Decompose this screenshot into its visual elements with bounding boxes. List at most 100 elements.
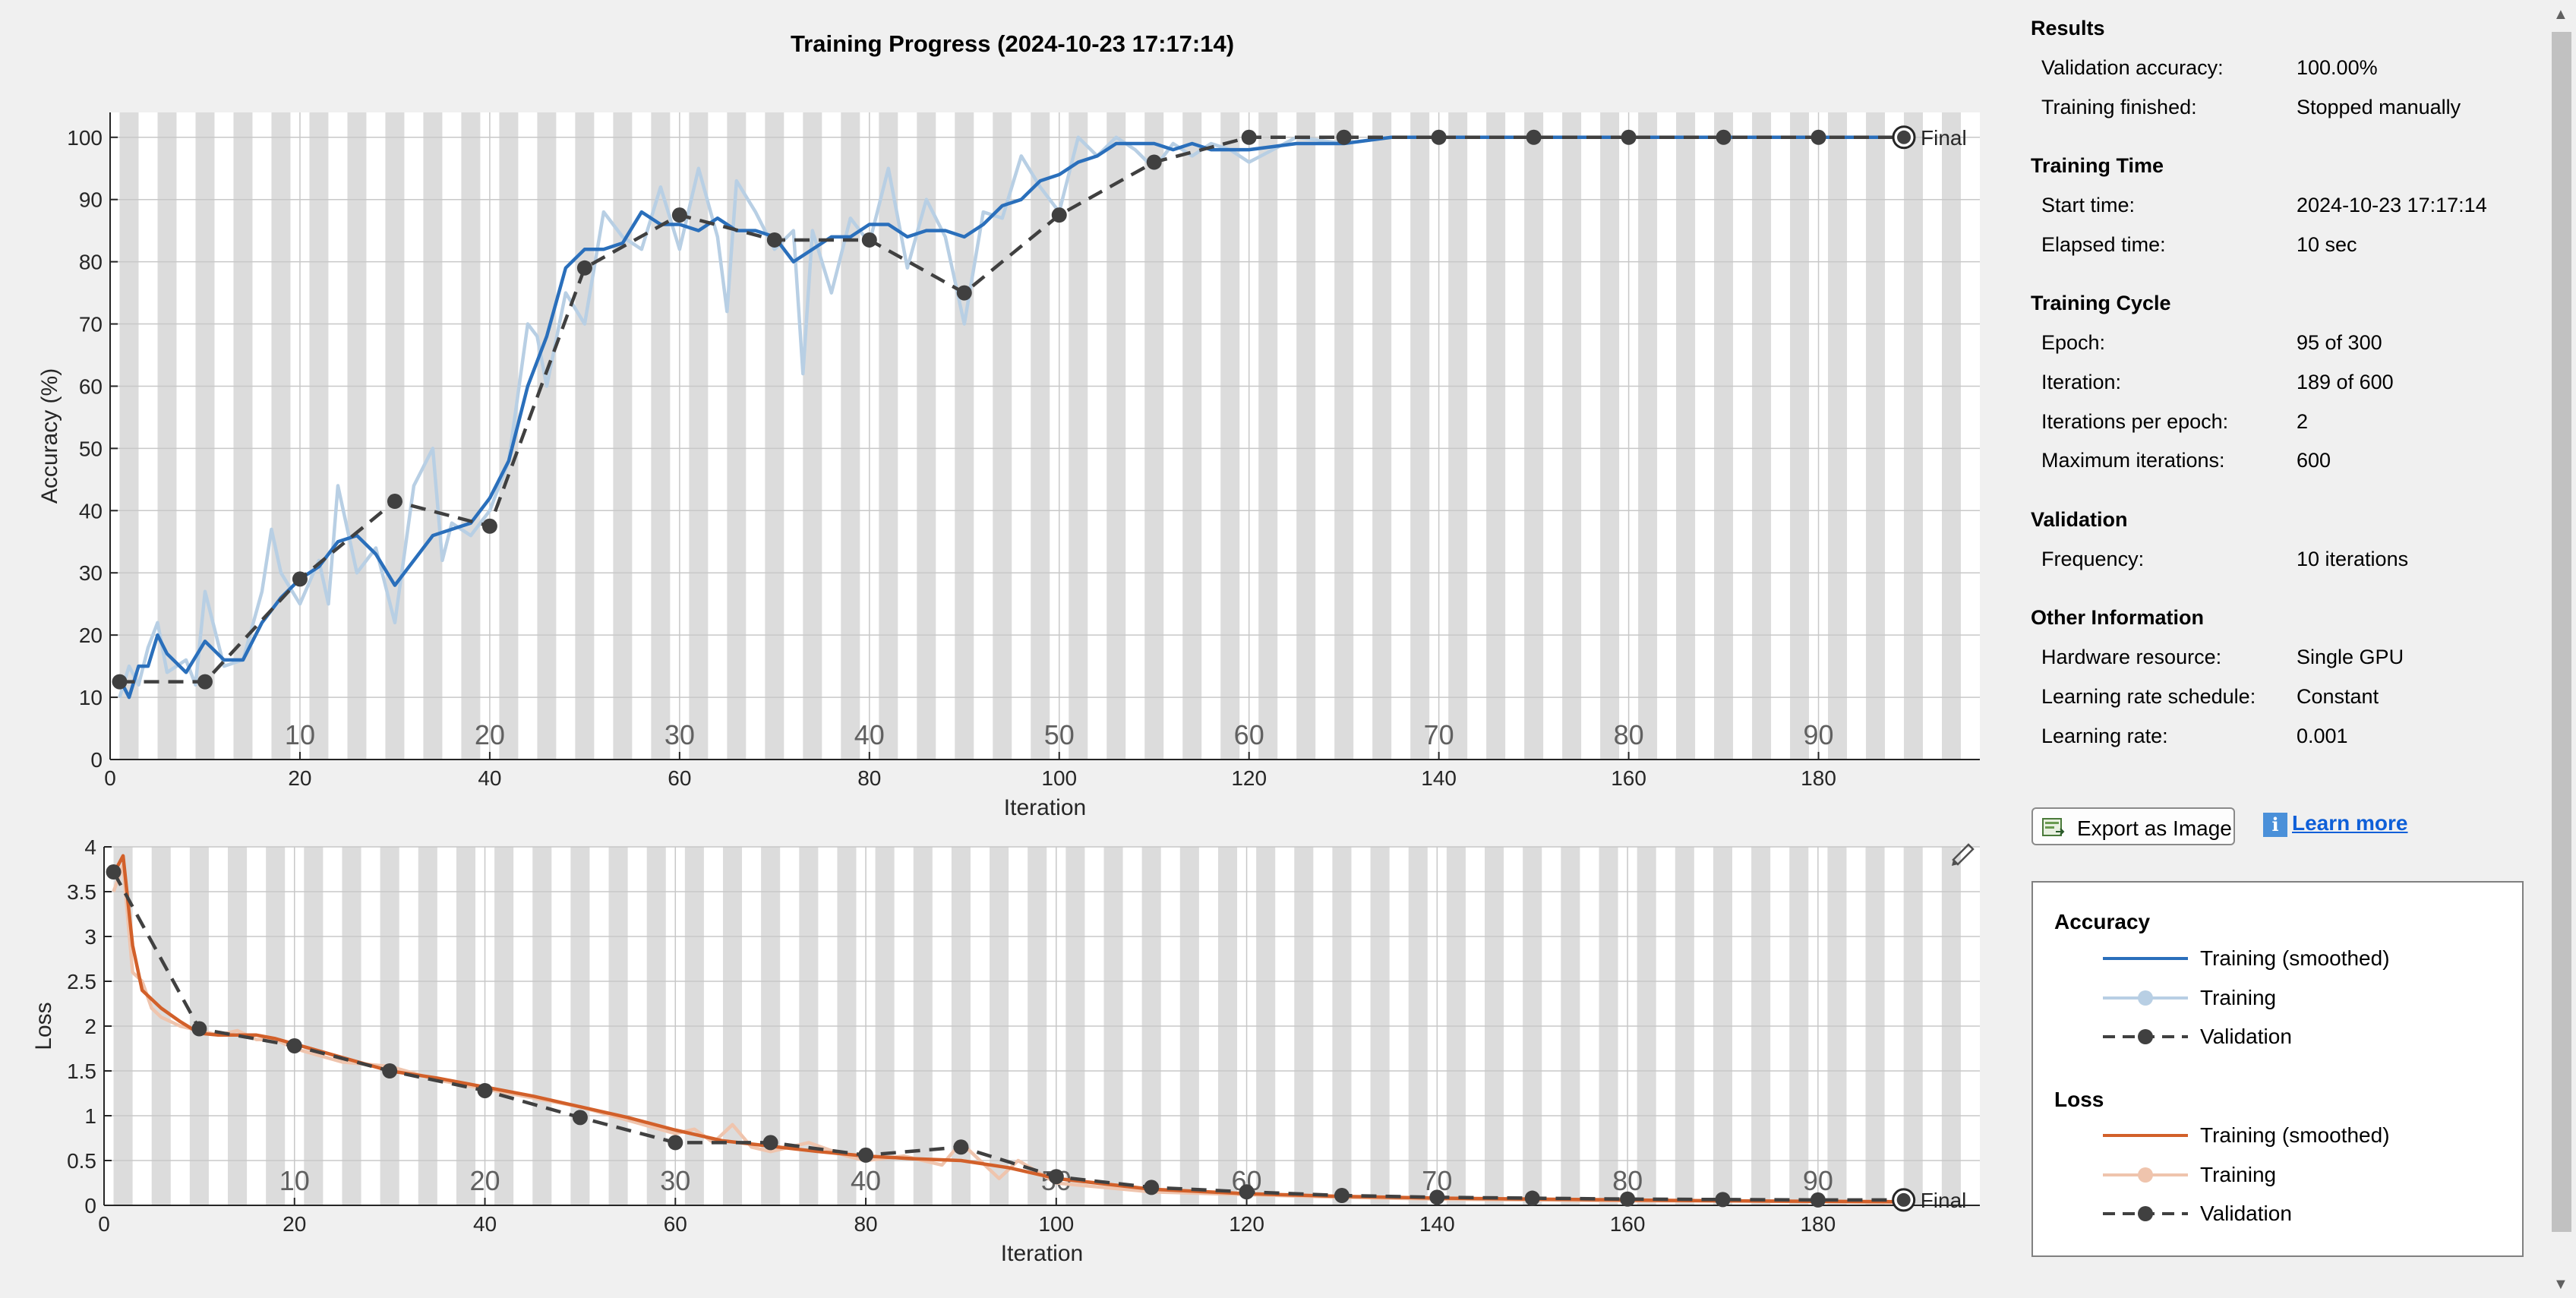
loss-validation-point: [762, 1135, 778, 1151]
accuracy-epoch-band: [119, 112, 139, 760]
legend-acc-validation-label: Validation: [2200, 1025, 2292, 1048]
loss-x-tick-label: 120: [1229, 1212, 1264, 1236]
accuracy-epoch-band: [347, 112, 367, 760]
info-icon: i: [2263, 812, 2287, 837]
accuracy-epoch-band: [1220, 112, 1240, 760]
accuracy-validation-line: [119, 135, 1905, 684]
loss-validation-point: [1144, 1180, 1160, 1195]
accuracy-epoch-band: [1600, 112, 1620, 760]
accuracy-epoch-band: [1676, 112, 1696, 760]
training-cycle-title: Training Cycle: [2031, 292, 2171, 314]
accuracy-x-tick-label: 60: [668, 766, 691, 790]
accuracy-epoch-band: [1372, 112, 1392, 760]
brush-icon[interactable]: [1952, 843, 1975, 866]
scroll-down-icon[interactable]: ▼: [2553, 1276, 2568, 1293]
legend-loss-title: Loss: [2054, 1088, 2104, 1111]
accuracy-epoch-band: [1410, 112, 1430, 760]
accuracy-y-tick-label: 20: [79, 624, 103, 647]
accuracy-validation-point: [1431, 129, 1447, 145]
accuracy-epoch-band: [689, 112, 709, 760]
elapsed-time-label: Elapsed time:: [2041, 233, 2166, 256]
hardware-value: Single GPU: [2297, 646, 2404, 668]
validation-accuracy-label: Validation accuracy:: [2041, 56, 2224, 79]
export-as-image-button[interactable]: Export as Image: [2031, 807, 2235, 845]
accuracy-epoch-label: 20: [475, 719, 505, 750]
legend: Accuracy Training (smoothed) Training Va…: [2031, 881, 2524, 1257]
accuracy-epoch-band: [1638, 112, 1658, 760]
accuracy-y-tick-label: 10: [79, 686, 103, 709]
loss-validation-point: [286, 1037, 302, 1053]
accuracy-epoch-label: 50: [1044, 719, 1075, 750]
accuracy-epoch-band: [1069, 112, 1088, 760]
accuracy-y-tick-label: 70: [79, 313, 103, 336]
accuracy-validation-point: [766, 232, 782, 248]
loss-x-tick-label: 60: [664, 1212, 687, 1236]
accuracy-epoch-label: 40: [854, 719, 885, 750]
accuracy-epoch-label: 70: [1424, 719, 1454, 750]
iteration-label: Iteration:: [2041, 371, 2122, 393]
accuracy-validation-point: [576, 260, 592, 276]
hardware-label: Hardware resource:: [2041, 646, 2222, 668]
accuracy-epoch-band: [1562, 112, 1582, 760]
loss-x-axis-label: Iteration: [1001, 1241, 1083, 1266]
start-time-value: 2024-10-23 17:17:14: [2297, 194, 2487, 216]
accuracy-training-line: [118, 135, 1905, 698]
scroll-up-icon[interactable]: ▲: [2553, 6, 2568, 23]
accuracy-epoch-band: [1144, 112, 1164, 760]
accuracy-validation-point: [1051, 207, 1067, 223]
accuracy-epoch-band: [1448, 112, 1468, 760]
accuracy-epoch-band: [1828, 112, 1848, 760]
accuracy-x-tick-label: 160: [1611, 766, 1646, 790]
accuracy-epoch-band: [955, 112, 974, 760]
accuracy-epoch-band: [1866, 112, 1886, 760]
loss-y-tick-label: 3.5: [67, 880, 96, 904]
accuracy-epoch-band: [575, 112, 595, 760]
training-finished-value: Stopped manually: [2297, 96, 2461, 118]
accuracy-final-marker: [1897, 130, 1911, 144]
accuracy-validation-point: [1716, 129, 1732, 145]
accuracy-y-tick-label: 30: [79, 561, 103, 585]
max-iterations-label: Maximum iterations:: [2041, 449, 2225, 472]
loss-epoch-label: 10: [279, 1165, 310, 1196]
loss-validation-point: [953, 1139, 969, 1155]
accuracy-validation-point: [1621, 129, 1637, 145]
accuracy-validation-point: [861, 232, 877, 248]
accuracy-epoch-band: [841, 112, 860, 760]
accuracy-y-tick-label: 40: [79, 499, 103, 523]
legend-loss-validation-line: [2103, 1206, 2188, 1221]
accuracy-epoch-band: [727, 112, 747, 760]
learn-more-label: Learn more: [2292, 811, 2408, 835]
accuracy-epoch-band: [1790, 112, 1810, 760]
epoch-value: 95 of 300: [2297, 331, 2382, 354]
loss-y-tick-label: 2.5: [67, 970, 96, 993]
learn-more-link[interactable]: i Learn more: [2263, 811, 2408, 837]
loss-x-tick-label: 80: [854, 1212, 877, 1236]
scrollbar-thumb[interactable]: [2552, 32, 2571, 1232]
loss-validation-point: [572, 1110, 588, 1126]
legend-loss-validation-label: Validation: [2200, 1202, 2292, 1225]
plot-title: Training Progress (2024-10-23 17:17:14): [791, 30, 1234, 57]
loss-epoch-label: 30: [660, 1165, 690, 1196]
training-finished-label: Training finished:: [2041, 96, 2197, 118]
accuracy-epoch-band: [461, 112, 481, 760]
loss-validation-point: [1048, 1169, 1064, 1185]
accuracy-epoch-band: [1106, 112, 1126, 760]
legend-accuracy-title: Accuracy: [2054, 910, 2151, 933]
legend-loss-training-label: Training: [2200, 1163, 2277, 1186]
loss-y-axis-label: Loss: [31, 1002, 56, 1050]
accuracy-validation-point: [292, 571, 308, 587]
accuracy-x-tick-label: 180: [1801, 766, 1836, 790]
accuracy-epoch-band: [879, 112, 898, 760]
loss-validation-point: [382, 1063, 398, 1079]
accuracy-epoch-label: 10: [285, 719, 315, 750]
loss-y-tick-label: 2: [84, 1015, 96, 1038]
accuracy-validation-point: [1146, 154, 1162, 170]
accuracy-epoch-band: [993, 112, 1012, 760]
loss-y-tick-label: 3: [84, 925, 96, 949]
loss-x-tick-label: 0: [98, 1212, 110, 1236]
accuracy-epoch-band: [537, 112, 557, 760]
loss-validation-point: [1524, 1190, 1540, 1206]
loss-validation-point: [1429, 1189, 1445, 1205]
accuracy-epoch-band: [1524, 112, 1544, 760]
accuracy-epoch-band: [1258, 112, 1278, 760]
